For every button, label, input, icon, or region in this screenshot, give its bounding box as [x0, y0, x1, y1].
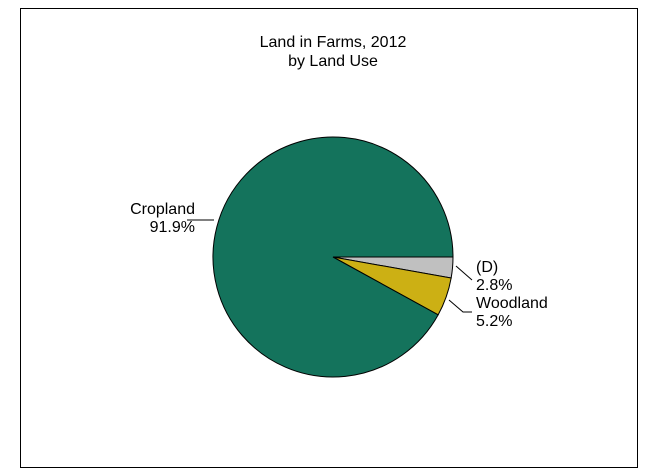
chart-subtitle: by Land Use	[288, 53, 378, 70]
slice-value-cropland: 91.9%	[150, 219, 195, 236]
slice-label-d: (D)	[476, 259, 498, 276]
slice-label-cropland: Cropland	[130, 201, 195, 218]
leader-line-d	[455, 265, 473, 281]
pie-slice-cropland	[212, 136, 454, 378]
pie-chart: Land in Farms, 2012 by Land Use (D)2.8%W…	[130, 34, 548, 378]
chart-title: Land in Farms, 2012	[260, 34, 407, 51]
slice-value-d: 2.8%	[476, 277, 512, 294]
slice-value-woodland: 5.2%	[476, 313, 512, 330]
leader-line-woodland	[448, 299, 472, 313]
slice-label-woodland: Woodland	[476, 295, 548, 312]
